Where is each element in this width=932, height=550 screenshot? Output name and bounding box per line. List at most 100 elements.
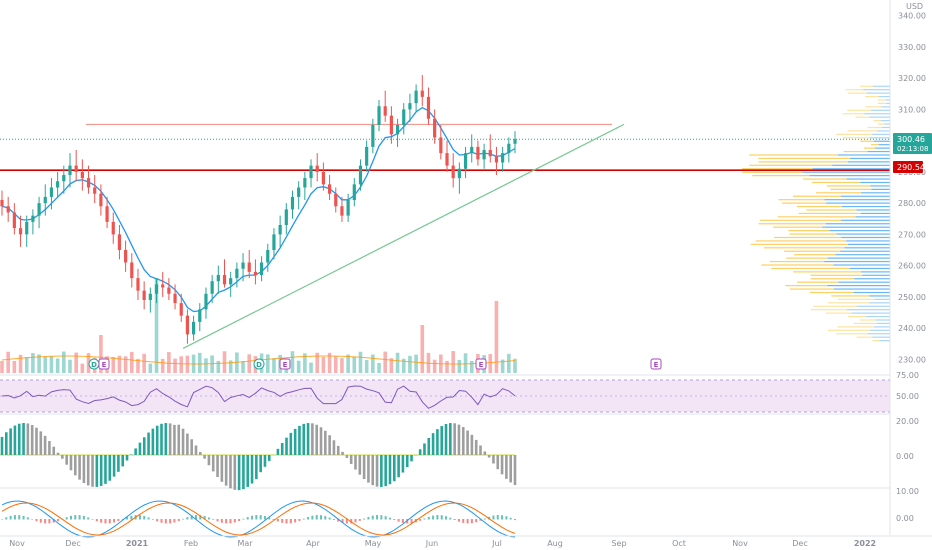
osc1-bar (142, 437, 146, 455)
event-marker-d[interactable]: D (253, 358, 265, 370)
volume-bar (507, 353, 511, 373)
candle-body (235, 268, 239, 279)
volume-profile-down (822, 226, 890, 228)
volume-profile-down (869, 137, 890, 139)
osc1-bar (276, 448, 280, 455)
volume-profile-up (867, 126, 883, 129)
volume-bar (445, 360, 449, 373)
volume-profile-down (874, 326, 890, 328)
osc2-bar (229, 519, 232, 524)
osc2-bar (453, 519, 456, 521)
osc2-bar (173, 519, 176, 523)
osc2-bar (190, 515, 193, 520)
osc2-bar (436, 515, 439, 520)
osc1-bar (181, 428, 185, 455)
event-marker-e[interactable]: E (475, 358, 487, 370)
time-tick-label: Nov (9, 539, 25, 548)
level-badge: 290.54 (893, 161, 925, 173)
price-axis[interactable]: 230.00 240.00 250.00 260.00 270.00 280.00 290.… (889, 0, 932, 550)
volume-profile-up (763, 247, 845, 249)
osc2-bar (514, 519, 516, 521)
osc1-bar (267, 455, 271, 461)
candle-body (124, 250, 128, 263)
osc2-line-fast (1, 500, 516, 538)
osc1-bar (405, 455, 409, 468)
osc1-bar (207, 455, 211, 466)
osc2-bar (1, 519, 3, 520)
event-marker-e[interactable]: E (650, 358, 662, 370)
price-tick-label: 330.00 (898, 43, 926, 52)
osc2-bar (397, 519, 400, 522)
level-value: 290.54 (897, 163, 925, 172)
candle-body (93, 187, 97, 194)
osc2-bar (69, 515, 72, 520)
osc1-bar (22, 423, 25, 455)
volume-profile-down (876, 322, 890, 325)
osc1-bar (95, 455, 99, 487)
volume-bar (333, 356, 338, 373)
osc2-bar (263, 516, 266, 520)
volume-bar (142, 353, 146, 373)
event-marker-e[interactable]: E (98, 358, 110, 370)
volume-profile-up (810, 309, 848, 311)
candle-body (105, 206, 109, 222)
volume-profile-up (843, 137, 870, 139)
event-marker-box (98, 358, 110, 370)
candle-body (204, 293, 208, 310)
volume-profile-down (824, 260, 890, 263)
osc1-bar (112, 455, 116, 477)
osc1-bar (410, 455, 413, 462)
osc1-bar (246, 455, 250, 487)
candle-body (266, 250, 270, 263)
osc2-bar (48, 519, 51, 524)
candle-body (6, 206, 10, 213)
candle-body (290, 196, 295, 210)
osc1-bar (479, 445, 482, 455)
time-tick-label: Nov (732, 539, 748, 548)
osc2-bar (147, 517, 150, 520)
event-marker-d[interactable]: D (88, 358, 100, 370)
volume-profile-down (869, 295, 890, 297)
volume-profile-down (869, 116, 890, 118)
osc1-bar (35, 427, 38, 455)
volume-bar (463, 353, 468, 373)
osc1-bar (224, 455, 228, 486)
price-tick-label: 310.00 (898, 105, 926, 114)
volume-profile-up (761, 264, 834, 266)
volume-bar (18, 354, 23, 373)
volume-bar (457, 359, 462, 373)
osc1-bar (328, 435, 331, 455)
osc1-bar (457, 424, 461, 455)
candle-body (284, 209, 288, 225)
candle-body (327, 184, 332, 194)
volume-bar (309, 362, 313, 373)
osc2-bar (388, 517, 391, 520)
volume-bar (222, 351, 227, 373)
price-tick-label: 270.00 (898, 230, 926, 239)
volume-profile-up (865, 106, 882, 108)
volume-bar (31, 353, 35, 373)
event-marker-e[interactable]: E (279, 358, 291, 370)
volume-profile-up (758, 223, 826, 225)
candle-body (222, 275, 227, 285)
time-axis[interactable]: Nov Dec 2021 Feb Mar Apr May Jun Jul Aug Sep Oct Nov… (0, 535, 932, 548)
volume-profile-down (856, 305, 890, 307)
osc1-bar (69, 455, 73, 471)
volume-bar (500, 359, 505, 373)
volume-profile-up (809, 291, 854, 294)
rsi-top-label: 75.00 (896, 371, 919, 380)
osc2-bar (475, 519, 478, 523)
volume-profile-down (854, 278, 890, 280)
candles (0, 75, 517, 344)
volume-profile-up (831, 295, 870, 297)
volume-profile-down (849, 157, 890, 160)
candle-body (130, 262, 134, 279)
osc2-bar (371, 515, 374, 520)
osc1-zero-label: 0.00 (896, 452, 914, 461)
osc1-bar (39, 431, 43, 455)
osc1-bar (229, 455, 232, 489)
currency-label: USD (906, 2, 923, 11)
